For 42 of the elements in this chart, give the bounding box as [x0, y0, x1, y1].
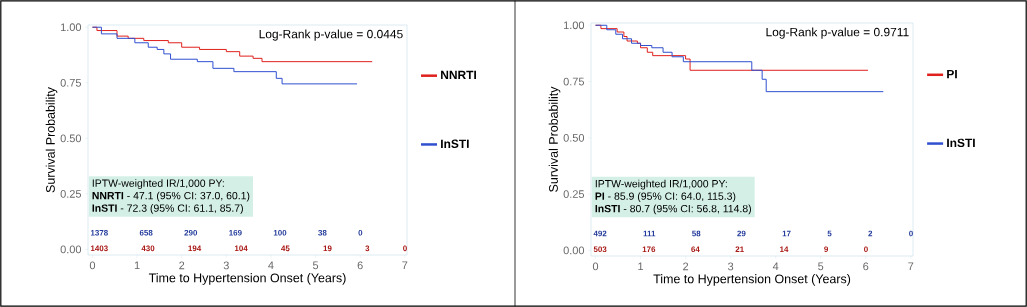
x-tick-label: 5	[818, 262, 824, 271]
x-tick-label: 4	[268, 261, 274, 270]
annotation: Log-Rank p-value = 0.0445	[259, 29, 403, 41]
x-axis-title: Time to Hypertension Onset (Years)	[653, 274, 851, 286]
y-tick-label: 0.50	[60, 134, 82, 143]
annotation: PI - 85.9 (95% CI: 64.0, 115.3)	[595, 192, 736, 202]
annotation: IPTW-weighted IR/1,000 PY:	[92, 179, 224, 189]
y-tick-label: 0.75	[563, 77, 585, 86]
y-tick-label: 0.25	[60, 190, 82, 198]
y-axis-title: Survival Probability	[45, 87, 58, 193]
x-tick-label: 5	[312, 261, 319, 270]
x-tick-label: 1	[134, 261, 140, 270]
x-axis-title: Time to Hypertension Onset (Years)	[148, 273, 346, 285]
x-tick-label: 4	[772, 262, 779, 271]
x-tick-label: 2	[179, 261, 185, 270]
y-tick-label: 0.50	[563, 133, 585, 142]
y-tick-label: 0.25	[563, 190, 585, 198]
annotation: InSTI - 72.3 (95% CI: 61.1, 85.7)	[92, 204, 243, 214]
x-tick-label: 3	[223, 261, 229, 270]
legend-label: NNRTI	[441, 70, 476, 80]
x-tick-label: 1	[638, 262, 644, 271]
y-tick-label: 0.00	[563, 246, 585, 255]
annotation: InSTI - 80.7 (95% CI: 56.8, 114.8)	[595, 204, 751, 215]
legend-label: PI	[947, 69, 957, 79]
y-tick-label: 0.00	[60, 245, 82, 254]
x-tick-label: 0	[592, 262, 599, 271]
annotation: IPTW-weighted IR/1,000 PY:	[595, 179, 727, 190]
y-tick-label: 1.00	[60, 23, 82, 32]
y-tick-label: 1.00	[563, 21, 585, 30]
legend-label: InSTI	[441, 139, 469, 148]
annotation: NNRTI - 47.1 (95% CI: 37.0, 60.1)	[92, 191, 250, 202]
x-tick-label: 6	[863, 262, 869, 271]
x-tick-label: 7	[402, 261, 408, 270]
x-tick-label: 7	[908, 262, 914, 271]
x-tick-label: 2	[683, 262, 689, 271]
legend-label: InSTI	[947, 138, 975, 148]
y-tick-label: 0.75	[60, 78, 82, 87]
x-tick-label: 6	[357, 261, 363, 270]
x-tick-label: 3	[728, 262, 734, 271]
annotation: Log-Rank p-value = 0.9711	[766, 27, 909, 39]
y-axis-title: Survival Probability	[548, 86, 561, 192]
x-tick-label: 0	[89, 261, 96, 270]
